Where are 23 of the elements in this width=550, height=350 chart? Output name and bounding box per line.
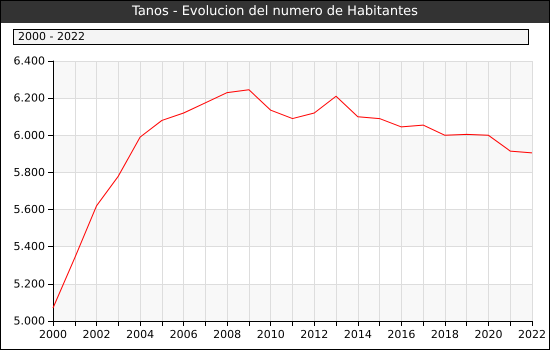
x-tick-label: 2014 (344, 328, 372, 341)
x-tick-label: 2002 (82, 328, 111, 341)
x-tick-label: 2000 (39, 328, 67, 341)
chart-title: Tanos - Evolucion del numero de Habitantes (1, 1, 549, 23)
x-tick-label: 2016 (387, 328, 416, 341)
y-tick-label: 5.600 (14, 203, 45, 216)
y-tick-label: 6.000 (14, 128, 45, 142)
y-tick-label: 5.200 (14, 277, 45, 290)
x-tick-label: 2004 (126, 328, 154, 341)
line-series (52, 89, 533, 308)
x-tick-label: 2020 (474, 328, 502, 341)
x-tick-label: 2008 (213, 328, 242, 341)
x-tick-label: 2010 (256, 328, 285, 341)
x-tick-label: 2022 (518, 328, 546, 341)
y-tick-label: 6.200 (14, 92, 45, 105)
y-tick-label: 5.400 (14, 240, 45, 254)
x-tick-label: 2006 (170, 328, 198, 341)
x-tick-label: 2018 (430, 328, 459, 341)
y-tick-label: 5.800 (14, 166, 45, 179)
chart-subtitle: 2000 - 2022 (13, 29, 529, 45)
x-tick-label: 2012 (300, 328, 328, 341)
y-tick-label: 5.000 (14, 314, 45, 328)
y-tick-label: 6.400 (14, 54, 45, 68)
